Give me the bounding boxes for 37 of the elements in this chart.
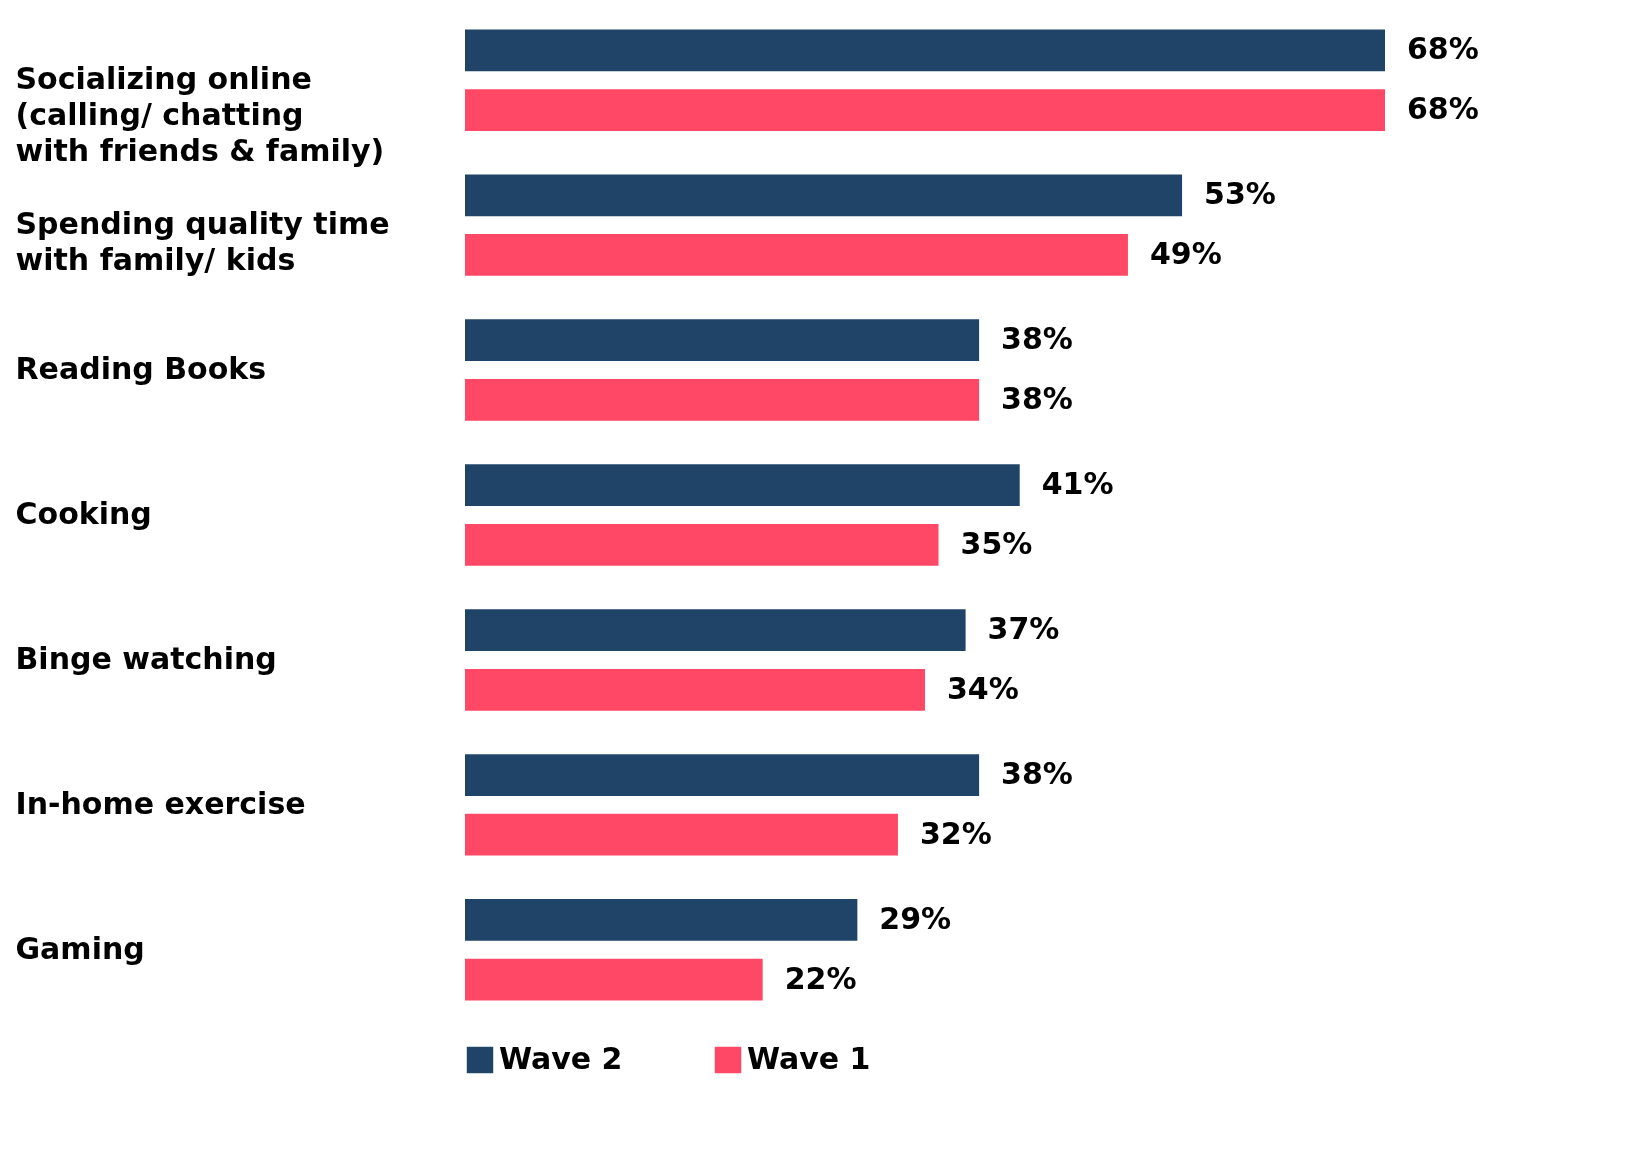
bar bbox=[465, 29, 1385, 72]
bar bbox=[465, 754, 980, 796]
y-tick-label: Cooking bbox=[15, 496, 152, 531]
data-label: 38% bbox=[1001, 380, 1073, 416]
data-label: 34% bbox=[947, 670, 1019, 706]
data-label: 68% bbox=[1407, 91, 1479, 127]
bar bbox=[465, 89, 1385, 131]
data-label: 22% bbox=[784, 960, 857, 996]
data-label: 35% bbox=[960, 525, 1033, 561]
y-tick-label: Spending quality time with family/ kids bbox=[15, 206, 390, 278]
bar bbox=[465, 523, 939, 566]
y-tick-label: Reading Books bbox=[15, 351, 267, 387]
bar bbox=[465, 379, 980, 421]
bar bbox=[465, 668, 925, 711]
y-tick-label: In-home exercise bbox=[15, 785, 306, 821]
bar bbox=[465, 958, 763, 1001]
bar bbox=[465, 899, 858, 941]
bar bbox=[465, 813, 898, 856]
y-tick-label: Socializing online (calling/ chatting with friends & family) bbox=[15, 61, 385, 169]
data-label: 38% bbox=[1001, 321, 1073, 357]
data-label: 53% bbox=[1204, 176, 1276, 212]
legend-label: Wave 1 bbox=[747, 1041, 871, 1076]
bar bbox=[465, 464, 1020, 507]
y-tick-label: Binge watching bbox=[15, 640, 277, 676]
bar bbox=[465, 174, 1183, 217]
data-label: 49% bbox=[1149, 235, 1222, 271]
data-label: 29% bbox=[879, 900, 952, 936]
bar bbox=[465, 319, 980, 362]
data-label: 68% bbox=[1407, 31, 1479, 67]
legend-label: Wave 2 bbox=[499, 1041, 623, 1076]
data-label: 32% bbox=[919, 815, 992, 851]
data-label: 38% bbox=[1001, 756, 1073, 792]
bar bbox=[465, 234, 1128, 276]
data-label: 37% bbox=[987, 611, 1060, 647]
y-tick-label: Gaming bbox=[15, 930, 145, 966]
data-label: 41% bbox=[1041, 466, 1114, 502]
bar bbox=[465, 609, 966, 651]
